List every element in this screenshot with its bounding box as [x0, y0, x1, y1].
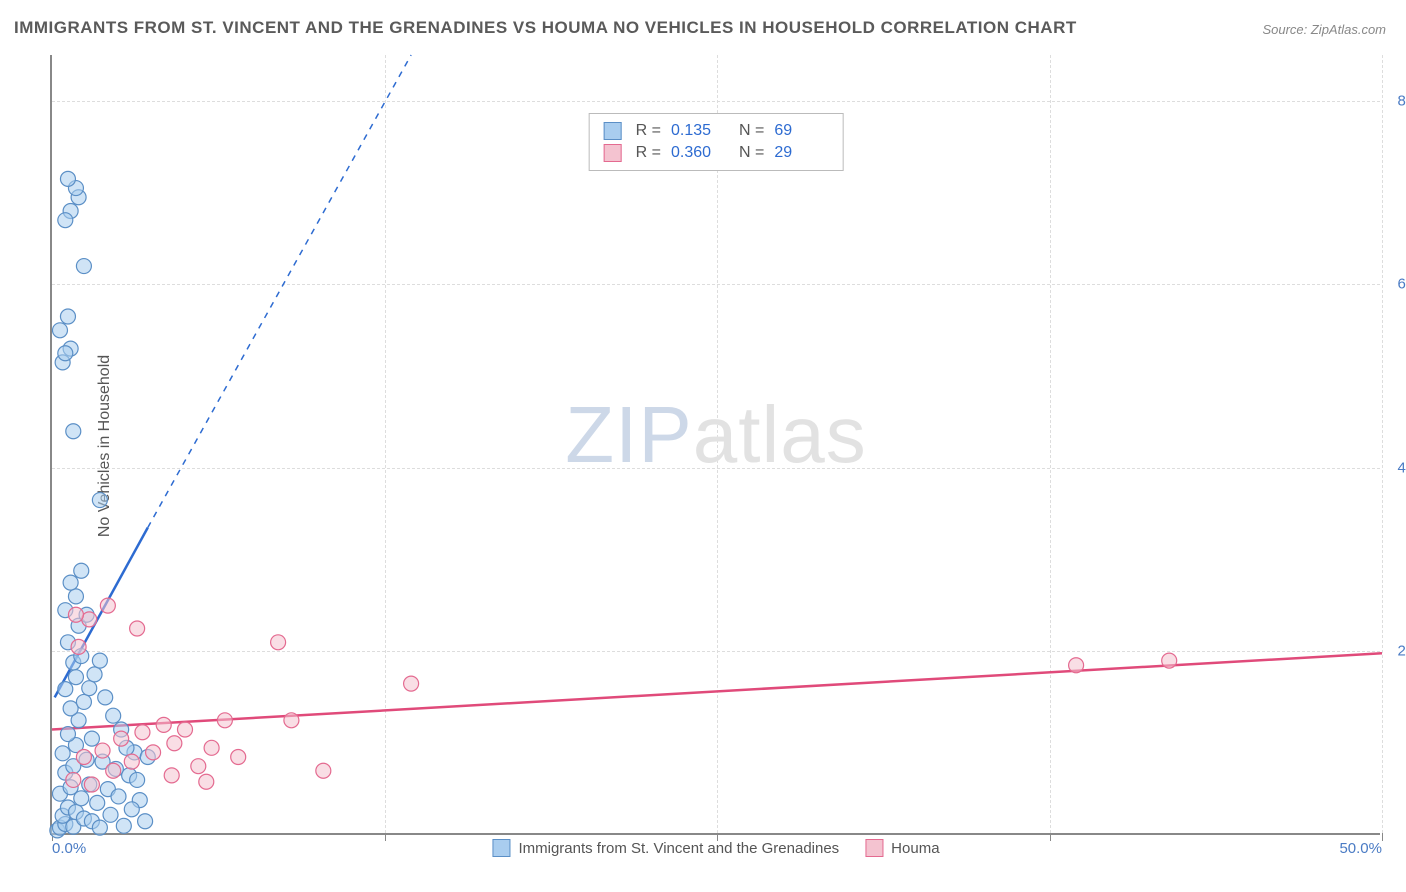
data-point	[76, 259, 91, 274]
data-point	[98, 690, 113, 705]
data-point	[100, 598, 115, 613]
source-label: Source: ZipAtlas.com	[1262, 22, 1386, 37]
data-point	[130, 772, 145, 787]
data-point	[82, 681, 97, 696]
data-point	[316, 763, 331, 778]
data-point	[404, 676, 419, 691]
y-tick-label: 80.0%	[1397, 92, 1406, 109]
data-point	[74, 563, 89, 578]
data-point	[138, 814, 153, 829]
data-point	[199, 774, 214, 789]
data-point	[124, 802, 139, 817]
legend-n-value-2: 29	[774, 144, 828, 162]
data-point	[60, 171, 75, 186]
legend-n-label-1: N =	[739, 122, 764, 140]
data-point	[60, 309, 75, 324]
data-point	[76, 750, 91, 765]
legend-correlation: R = 0.135 N = 69 R = 0.360 N = 29	[589, 113, 844, 171]
data-point	[68, 607, 83, 622]
legend-r-value-1: 0.135	[671, 122, 725, 140]
data-point	[191, 759, 206, 774]
data-point	[92, 820, 107, 835]
y-tick-label: 20.0%	[1397, 643, 1406, 660]
data-point	[106, 763, 121, 778]
data-point	[58, 213, 73, 228]
legend-swatch-2	[604, 144, 622, 162]
data-point	[116, 818, 131, 833]
data-point	[103, 807, 118, 822]
data-point	[231, 750, 246, 765]
data-point	[1069, 658, 1084, 673]
x-tick-mark	[385, 833, 386, 841]
x-tick-mark	[1382, 833, 1383, 841]
legend-n-value-1: 69	[774, 122, 828, 140]
data-point	[76, 694, 91, 709]
data-point	[164, 768, 179, 783]
data-point	[146, 745, 161, 760]
data-point	[84, 731, 99, 746]
y-tick-label: 40.0%	[1397, 459, 1406, 476]
data-point	[90, 795, 105, 810]
plot-area: ZIPatlas 20.0%40.0%60.0%80.0%0.0%50.0% R…	[50, 55, 1380, 835]
data-point	[68, 589, 83, 604]
scatter-svg	[52, 55, 1380, 833]
data-point	[63, 575, 78, 590]
legend-r-label-1: R =	[636, 122, 661, 140]
data-point	[1162, 653, 1177, 668]
data-point	[66, 424, 81, 439]
data-point	[63, 701, 78, 716]
legend-bottom-item-2: Houma	[865, 839, 939, 857]
legend-n-label-2: N =	[739, 144, 764, 162]
data-point	[167, 736, 182, 751]
legend-swatch-1	[604, 122, 622, 140]
chart-title: IMMIGRANTS FROM ST. VINCENT AND THE GREN…	[14, 18, 1077, 38]
data-point	[92, 653, 107, 668]
data-point	[130, 621, 145, 636]
data-point	[52, 323, 67, 338]
legend-bottom-label-2: Houma	[891, 840, 939, 857]
legend-bottom-swatch-2	[865, 839, 883, 857]
data-point	[66, 772, 81, 787]
data-point	[58, 346, 73, 361]
data-point	[178, 722, 193, 737]
data-point	[71, 639, 86, 654]
regression-line	[52, 653, 1382, 729]
data-point	[111, 789, 126, 804]
x-tick-label: 0.0%	[52, 840, 86, 857]
data-point	[271, 635, 286, 650]
legend-row-series-2: R = 0.360 N = 29	[604, 142, 829, 164]
data-point	[84, 777, 99, 792]
data-point	[74, 791, 89, 806]
data-point	[135, 725, 150, 740]
data-point	[156, 717, 171, 732]
y-tick-label: 60.0%	[1397, 276, 1406, 293]
legend-r-value-2: 0.360	[671, 144, 725, 162]
data-point	[217, 713, 232, 728]
data-point	[204, 740, 219, 755]
legend-r-label-2: R =	[636, 144, 661, 162]
data-point	[95, 743, 110, 758]
legend-bottom-item-1: Immigrants from St. Vincent and the Gren…	[492, 839, 839, 857]
data-point	[68, 670, 83, 685]
data-point	[284, 713, 299, 728]
data-point	[124, 754, 139, 769]
data-point	[114, 731, 129, 746]
regression-line	[148, 55, 411, 528]
x-tick-label: 50.0%	[1339, 840, 1382, 857]
data-point	[87, 667, 102, 682]
data-point	[106, 708, 121, 723]
legend-row-series-1: R = 0.135 N = 69	[604, 120, 829, 142]
data-point	[60, 727, 75, 742]
legend-bottom: Immigrants from St. Vincent and the Gren…	[492, 839, 939, 857]
gridline-v	[1382, 55, 1383, 833]
data-point	[92, 493, 107, 508]
legend-bottom-label-1: Immigrants from St. Vincent and the Gren…	[518, 840, 839, 857]
legend-bottom-swatch-1	[492, 839, 510, 857]
data-point	[55, 746, 70, 761]
x-tick-mark	[1050, 833, 1051, 841]
data-point	[58, 682, 73, 697]
